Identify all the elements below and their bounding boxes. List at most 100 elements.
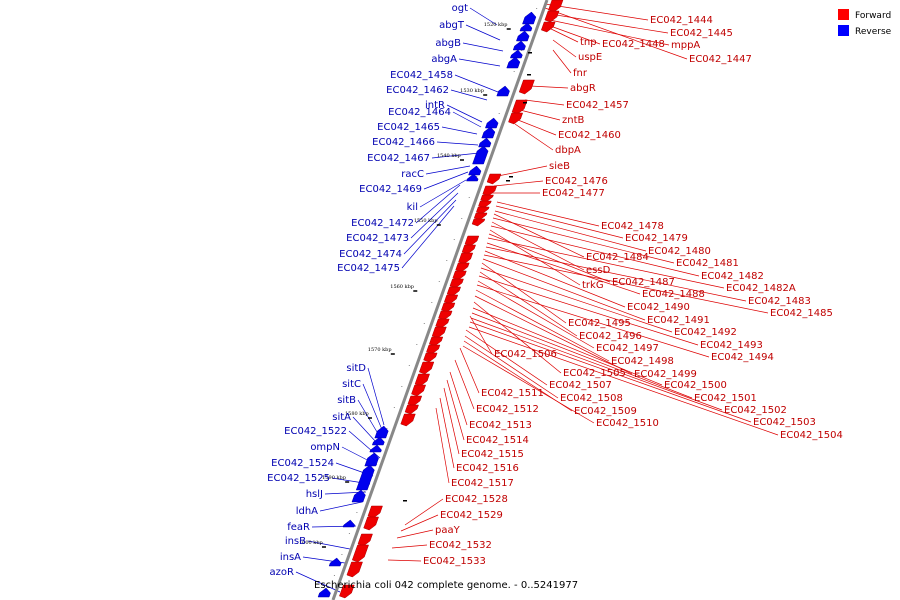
forward-gene-label[interactable]: EC042_1498 bbox=[611, 356, 674, 367]
reverse-gene-label[interactable]: EC042_1522 bbox=[284, 426, 347, 437]
forward-gene-label[interactable]: EC042_1482 bbox=[701, 271, 764, 282]
forward-gene-label[interactable]: EC042_1503 bbox=[753, 417, 816, 428]
forward-gene-label[interactable]: EC042_1506 bbox=[494, 349, 557, 360]
forward-gene-label[interactable]: EC042_1505 bbox=[563, 368, 626, 379]
forward-gene-label[interactable]: EC042_1513 bbox=[469, 420, 532, 431]
forward-gene-label[interactable]: EC042_1515 bbox=[461, 449, 524, 460]
forward-gene-label[interactable]: trkG bbox=[582, 280, 604, 291]
forward-gene-label[interactable]: abgR bbox=[570, 83, 596, 94]
inner-dot bbox=[356, 512, 358, 513]
forward-gene-label[interactable]: EC042_1483 bbox=[748, 296, 811, 307]
reverse-gene-label[interactable]: sitD bbox=[346, 363, 366, 374]
reverse-gene-label[interactable]: sitB bbox=[337, 395, 356, 406]
forward-gene-label[interactable]: EC042_1511 bbox=[481, 388, 544, 399]
forward-gene-label[interactable]: EC042_1497 bbox=[596, 343, 659, 354]
forward-gene-label[interactable]: EC042_1533 bbox=[423, 556, 486, 567]
reverse-gene-label[interactable]: EC042_1467 bbox=[367, 153, 430, 164]
reverse-gene-label[interactable]: EC042_1524 bbox=[271, 458, 334, 469]
reverse-gene-label[interactable]: racC bbox=[401, 169, 424, 180]
forward-gene-label[interactable]: EC042_1477 bbox=[542, 188, 605, 199]
reverse-gene-label[interactable]: ogt bbox=[452, 3, 468, 14]
forward-gene-label[interactable]: EC042_1507 bbox=[549, 380, 612, 391]
reverse-gene-label[interactable]: EC042_1458 bbox=[390, 70, 453, 81]
forward-gene-label[interactable]: EC042_1510 bbox=[596, 418, 659, 429]
forward-gene-label[interactable]: EC042_1516 bbox=[456, 463, 519, 474]
forward-feature-shape bbox=[455, 262, 470, 273]
forward-gene-label[interactable]: essD bbox=[586, 265, 611, 276]
forward-gene-label[interactable]: EC042_1495 bbox=[568, 318, 631, 329]
reverse-gene-label[interactable]: abgA bbox=[431, 54, 457, 65]
forward-gene-label[interactable]: dbpA bbox=[555, 145, 581, 156]
reverse-gene-label[interactable]: abgT bbox=[439, 20, 465, 31]
forward-gene-label[interactable]: EC042_1528 bbox=[445, 494, 508, 505]
reverse-gene-label[interactable]: EC042_1462 bbox=[386, 85, 449, 96]
forward-gene-label[interactable]: EC042_1508 bbox=[560, 393, 623, 404]
forward-gene-label[interactable]: paaY bbox=[435, 525, 461, 536]
forward-gene-label[interactable]: EC042_1480 bbox=[648, 246, 711, 257]
reverse-gene-label[interactable]: EC042_1472 bbox=[351, 218, 414, 229]
forward-gene-label[interactable]: EC042_1447 bbox=[689, 54, 752, 65]
reverse-gene-label[interactable]: sitA bbox=[332, 412, 351, 423]
forward-gene-label[interactable]: EC042_1512 bbox=[476, 404, 539, 415]
reverse-gene-label[interactable]: insA bbox=[280, 552, 301, 563]
forward-gene-label[interactable]: EC042_1448 bbox=[602, 39, 665, 50]
forward-gene-label[interactable]: EC042_1509 bbox=[574, 406, 637, 417]
forward-gene-label[interactable]: EC042_1482A bbox=[726, 283, 796, 294]
reverse-gene-label[interactable]: abgB bbox=[435, 38, 461, 49]
forward-gene-label[interactable]: EC042_1529 bbox=[440, 510, 503, 521]
forward-gene-label[interactable]: EC042_1532 bbox=[429, 540, 492, 551]
reverse-gene-label[interactable]: EC042_1464 bbox=[388, 107, 451, 118]
forward-gene-label[interactable]: tnp bbox=[580, 37, 597, 48]
forward-gene-label[interactable]: fnr bbox=[573, 68, 588, 79]
forward-gene-label[interactable]: EC042_1502 bbox=[724, 405, 787, 416]
forward-gene-label[interactable]: EC042_1492 bbox=[674, 327, 737, 338]
forward-gene-label[interactable]: zntB bbox=[562, 115, 585, 126]
forward-gene-label[interactable]: EC042_1487 bbox=[612, 277, 675, 288]
forward-gene-label[interactable]: EC042_1491 bbox=[647, 315, 710, 326]
reverse-gene-label[interactable]: EC042_1469 bbox=[359, 184, 422, 195]
forward-gene-label[interactable]: EC042_1496 bbox=[579, 331, 642, 342]
reverse-gene-label[interactable]: azoR bbox=[270, 567, 294, 578]
forward-gene-label[interactable]: EC042_1444 bbox=[650, 15, 713, 26]
reverse-gene-label[interactable]: sitC bbox=[342, 379, 361, 390]
forward-gene-label[interactable]: EC042_1485 bbox=[770, 308, 833, 319]
reverse-gene-label[interactable]: ompN bbox=[310, 442, 340, 453]
forward-gene-label[interactable]: mppA bbox=[671, 40, 700, 51]
reverse-gene-label[interactable]: kil bbox=[407, 202, 418, 213]
forward-gene-label[interactable]: EC042_1499 bbox=[634, 369, 697, 380]
reverse-leader-line bbox=[450, 89, 488, 101]
reverse-gene-label[interactable]: EC042_1466 bbox=[372, 137, 435, 148]
forward-gene-label[interactable]: EC042_1504 bbox=[780, 430, 843, 441]
reverse-gene-label[interactable]: EC042_1473 bbox=[346, 233, 409, 244]
reverse-gene-label[interactable]: EC042_1474 bbox=[339, 249, 402, 260]
forward-gene-label[interactable]: EC042_1457 bbox=[566, 100, 629, 111]
forward-gene-label[interactable]: EC042_1488 bbox=[642, 289, 705, 300]
forward-gene-label[interactable]: EC042_1478 bbox=[601, 221, 664, 232]
forward-gene-label[interactable]: EC042_1494 bbox=[711, 352, 774, 363]
reverse-gene-label[interactable]: EC042_1475 bbox=[337, 263, 400, 274]
forward-gene-label[interactable]: uspE bbox=[578, 52, 602, 63]
forward-gene-label[interactable]: sieB bbox=[549, 161, 570, 172]
forward-gene-label[interactable]: EC042_1445 bbox=[670, 28, 733, 39]
reverse-gene-label[interactable]: EC042_1465 bbox=[377, 122, 440, 133]
reverse-gene-label[interactable]: feaR bbox=[287, 522, 310, 533]
forward-gene-label[interactable]: EC042_1493 bbox=[700, 340, 763, 351]
forward-leader-line bbox=[479, 271, 578, 337]
forward-gene-label[interactable]: EC042_1479 bbox=[625, 233, 688, 244]
forward-gene-label[interactable]: EC042_1490 bbox=[627, 302, 690, 313]
forward-gene-label[interactable]: EC042_1481 bbox=[676, 258, 739, 269]
reverse-gene-label[interactable]: intR bbox=[425, 100, 445, 111]
forward-leader-line bbox=[495, 205, 624, 239]
forward-gene-label[interactable]: EC042_1500 bbox=[664, 380, 727, 391]
forward-leader-line bbox=[459, 347, 480, 394]
reverse-gene-label[interactable]: ldhA bbox=[296, 506, 318, 517]
forward-gene-label[interactable]: EC042_1476 bbox=[545, 176, 608, 187]
forward-gene-label[interactable]: EC042_1514 bbox=[466, 435, 529, 446]
forward-gene-label[interactable]: EC042_1460 bbox=[558, 130, 621, 141]
forward-gene-label[interactable]: EC042_1517 bbox=[451, 478, 514, 489]
reverse-gene-label[interactable]: insB bbox=[285, 536, 306, 547]
forward-gene-label[interactable]: EC042_1501 bbox=[694, 393, 757, 404]
forward-gene-label[interactable]: EC042_1484 bbox=[586, 252, 649, 263]
reverse-gene-label[interactable]: hslJ bbox=[306, 489, 323, 500]
reverse-gene-label[interactable]: EC042_1525 bbox=[267, 473, 330, 484]
